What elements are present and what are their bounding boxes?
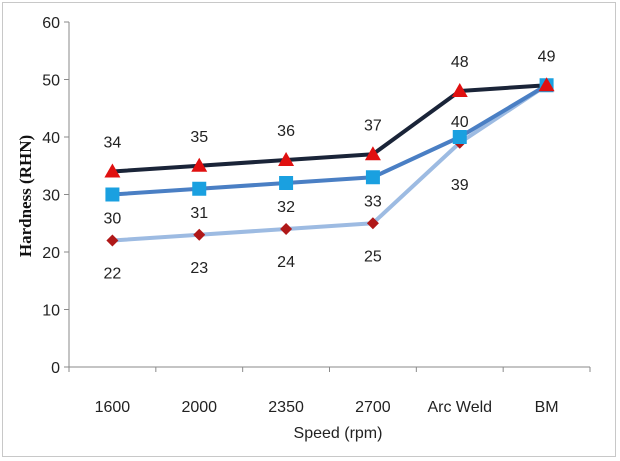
data-labels: 34 35 36 37 48 49 30 31 32 33 40 22 23 24 25 39 — [104, 48, 556, 282]
triangle-marker — [451, 83, 468, 97]
y-tick-label: 10 — [42, 303, 60, 320]
series-markers — [104, 77, 555, 247]
data-label: 33 — [364, 193, 382, 210]
square-marker — [279, 176, 294, 190]
square-marker — [365, 170, 380, 185]
x-tick-label: 1600 — [95, 399, 131, 416]
x-tick-label: Arc Weld — [427, 399, 492, 416]
data-label: 48 — [451, 54, 469, 71]
data-label: 34 — [104, 135, 122, 152]
triangle-marker — [104, 163, 121, 178]
data-label: 39 — [451, 177, 469, 194]
triangle-marker — [364, 146, 381, 161]
y-tick-label: 30 — [42, 188, 60, 205]
square-marker — [192, 181, 207, 196]
triangle-marker — [538, 77, 555, 92]
x-tick-label: 2000 — [181, 399, 217, 416]
series-lines — [110, 83, 549, 243]
data-label: 25 — [364, 248, 382, 265]
series-line — [110, 83, 549, 243]
diamond-marker — [106, 234, 119, 247]
series-line — [110, 83, 549, 197]
data-label: 22 — [104, 266, 122, 283]
axes: 0 10 20 30 40 50 60 1600 2000 2350 2700 Arc Weld BM — [42, 15, 591, 416]
x-axis-title: Speed (rpm) — [294, 425, 383, 442]
series-line — [110, 83, 549, 174]
x-tick-label: 2700 — [355, 399, 391, 416]
data-label: 40 — [451, 114, 469, 131]
data-label: 35 — [190, 129, 208, 146]
diamond-marker — [366, 217, 379, 230]
y-tick-label: 0 — [51, 360, 60, 377]
square-marker — [452, 130, 467, 144]
square-marker — [105, 187, 120, 202]
y-tick-label: 40 — [42, 130, 60, 147]
x-tick-label: BM — [535, 399, 559, 416]
data-label: 32 — [277, 199, 295, 216]
chart-frame — [2, 2, 616, 457]
data-label: 24 — [277, 254, 295, 271]
data-label: 36 — [277, 123, 295, 140]
y-tick-label: 60 — [42, 15, 60, 32]
data-label: 31 — [190, 205, 208, 222]
y-axis-title: Hardness (RHN) — [16, 135, 35, 257]
data-label: 37 — [364, 117, 382, 134]
data-label: 49 — [538, 48, 556, 65]
y-tick-label: 50 — [42, 73, 60, 90]
diamond-marker — [280, 223, 293, 235]
diamond-marker — [193, 228, 206, 241]
data-label: 23 — [190, 260, 208, 277]
triangle-marker — [278, 152, 295, 166]
y-tick-label: 20 — [42, 245, 60, 262]
data-label: 30 — [104, 211, 122, 228]
triangle-marker — [191, 157, 208, 172]
x-tick-label: 2350 — [268, 399, 304, 416]
